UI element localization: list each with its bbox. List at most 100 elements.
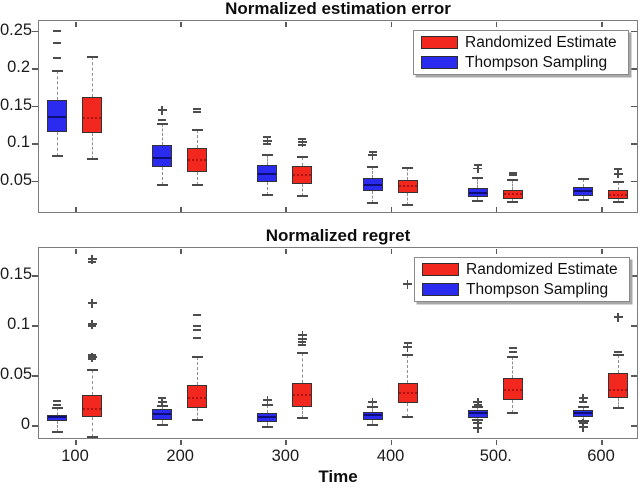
whisker-cap-upper	[191, 129, 203, 132]
whisker-cap-upper	[402, 354, 414, 356]
outlier-plus	[578, 393, 588, 403]
box-randomized_estimate-100	[82, 97, 102, 134]
whisker-cap-upper	[577, 178, 589, 180]
top-plot-title: Normalized estimation error	[225, 0, 451, 18]
outlier-plus	[297, 137, 307, 147]
y-tick-label: 0.05	[0, 170, 33, 189]
whisker-lower	[372, 191, 374, 203]
outlier-plus	[262, 136, 272, 146]
whisker-upper	[91, 56, 93, 98]
plot-border	[38, 247, 638, 439]
whisker-upper	[407, 355, 409, 383]
outlier-plus	[262, 395, 272, 405]
median-line	[153, 413, 172, 415]
outlier-dash	[158, 397, 167, 399]
y-tick-right	[631, 375, 637, 377]
outlier-plus	[157, 397, 167, 407]
whisker-cap-upper	[367, 166, 379, 168]
outlier-plus	[473, 418, 483, 428]
box-thompson_sampling-400	[362, 412, 383, 420]
x-tick-bottom	[180, 206, 182, 212]
median-line	[293, 394, 312, 396]
x-tick-bottom	[390, 206, 393, 212]
median-line	[468, 412, 487, 414]
x-tick-bottom	[495, 439, 498, 445]
whisker-cap-upper	[191, 356, 203, 358]
outlier-dash	[193, 325, 202, 327]
whisker-upper	[161, 123, 163, 146]
whisker-lower	[196, 408, 198, 420]
whisker-lower	[617, 198, 619, 202]
outlier-dash	[53, 404, 61, 406]
median-line	[258, 172, 277, 175]
whisker-upper	[407, 167, 409, 180]
whisker-upper	[512, 357, 514, 378]
x-tick-top	[285, 248, 287, 254]
median-line	[293, 174, 312, 177]
outlier-plus	[157, 105, 167, 115]
legend-bottom: Randomized Estimate Thompson Sampling	[414, 257, 630, 302]
whisker-upper	[617, 182, 619, 191]
median-line	[574, 412, 592, 414]
median-line	[363, 414, 382, 416]
y-tick-label: 0.1	[7, 133, 30, 151]
whisker-cap-upper	[156, 122, 168, 125]
whisker-upper	[91, 370, 93, 395]
whisker-cap-upper	[86, 369, 98, 371]
outlier-plus	[87, 352, 97, 362]
whisker-upper	[582, 407, 584, 410]
whisker-lower	[512, 400, 514, 413]
outlier-plus	[87, 298, 97, 308]
whisker-cap-upper	[507, 356, 519, 358]
outlier-dash	[53, 400, 61, 402]
y-tick-label: 0.15	[0, 265, 33, 283]
x-tick-bottom	[75, 206, 77, 212]
median-line	[468, 191, 487, 194]
whisker-cap-lower	[296, 417, 308, 419]
legend-item-thompson-sampling: Thompson Sampling	[421, 53, 628, 72]
x-tick-bottom	[180, 439, 182, 445]
whisker-lower	[301, 183, 303, 197]
box-thompson_sampling-500	[467, 410, 488, 418]
y-tick-right	[631, 325, 637, 327]
y-tick-right	[631, 180, 637, 182]
whisker-lower	[56, 131, 58, 156]
x-tick-top	[285, 21, 287, 27]
median-line	[48, 416, 66, 418]
whisker-cap-upper	[507, 178, 519, 181]
bottom-plot-title: Normalized regret	[265, 226, 411, 245]
whisker-upper	[161, 406, 163, 409]
x-tick-top	[75, 21, 77, 27]
whisker-upper	[477, 407, 479, 410]
whisker-upper	[582, 179, 584, 188]
box-thompson_sampling-100	[47, 415, 67, 421]
outlier-dash	[508, 347, 517, 349]
y-tick	[32, 375, 38, 377]
whisker-cap-lower	[191, 184, 203, 186]
whisker-upper	[266, 155, 268, 165]
whisker-cap-lower	[367, 202, 379, 204]
legend-label-thompson-sampling: Thompson Sampling	[465, 53, 608, 71]
whisker-cap-lower	[367, 424, 379, 426]
box-randomized_estimate-200	[187, 385, 208, 408]
whisker-cap-lower	[612, 200, 624, 203]
y-tick-right	[631, 275, 637, 277]
legend-top: Randomized Estimate Thompson Sampling	[413, 30, 629, 75]
whisker-cap-lower	[156, 184, 168, 186]
x-tick-bottom	[285, 439, 287, 445]
whisker-upper	[266, 405, 268, 413]
y-tick	[32, 425, 38, 427]
y-tick-label: 0.15	[0, 95, 33, 114]
whisker-cap-lower	[191, 419, 203, 421]
outlier-plus	[613, 312, 623, 322]
x-tick-top	[601, 21, 603, 27]
y-tick	[32, 143, 38, 145]
median-line	[503, 193, 522, 195]
outlier-dash	[53, 29, 61, 32]
outlier-dash	[53, 42, 61, 45]
y-tick	[32, 30, 38, 32]
median-line	[503, 389, 522, 391]
outlier-dash	[298, 137, 307, 140]
whisker-lower	[266, 182, 268, 195]
whisker-lower	[582, 195, 584, 200]
